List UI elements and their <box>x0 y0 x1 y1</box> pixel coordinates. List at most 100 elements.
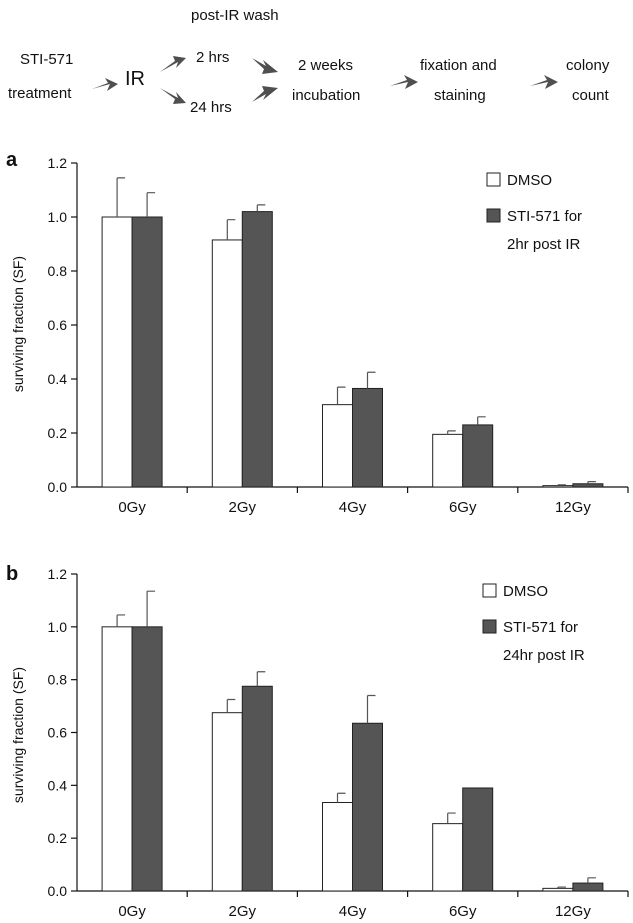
bar-dmso-0Gy <box>101 626 133 892</box>
bar-dmso-2Gy <box>211 712 243 892</box>
arrow-icon <box>160 88 186 104</box>
flow-step-incubation-line2: incubation <box>292 87 360 104</box>
x-tick-label: 0Gy <box>118 903 146 920</box>
error-bar-dmso-6Gy <box>447 430 456 435</box>
error-bar-dmso-4Gy <box>336 386 346 405</box>
flow-step-fixation-line2: staining <box>434 87 486 104</box>
bar-sti-0Gy <box>131 216 163 488</box>
x-tick-label: 4Gy <box>339 499 367 516</box>
legend-swatch-dmso <box>486 172 501 187</box>
flow-step-fixation-line1: fixation and <box>420 57 497 74</box>
error-bar-sti-4Gy <box>366 694 376 724</box>
legend-label: 24hr post IR <box>503 647 585 664</box>
y-tick-label: 0.6 <box>48 725 68 741</box>
error-bar-dmso-0Gy <box>116 614 126 627</box>
bar-sti-12Gy <box>572 483 604 488</box>
x-tick-label: 12Gy <box>555 903 591 920</box>
y-axis-label: surviving fraction (SF) <box>10 667 26 803</box>
error-bar-sti-12Gy <box>587 877 596 884</box>
error-bar-sti-2Gy <box>256 204 266 212</box>
bar-sti-6Gy <box>462 787 494 892</box>
x-tick-label: 6Gy <box>449 499 477 516</box>
legend-label: DMSO <box>503 583 548 600</box>
x-tick-label: 2Gy <box>229 903 257 920</box>
error-bar-dmso-2Gy <box>226 219 236 240</box>
x-tick-label: 4Gy <box>339 903 367 920</box>
panel-label-a: a <box>6 149 18 171</box>
bar-sti-12Gy <box>572 882 604 892</box>
y-tick-label: 0.0 <box>48 883 68 899</box>
legend-swatch-sti <box>486 208 501 223</box>
error-bar-sti-4Gy <box>366 371 376 389</box>
bar-sti-2Gy <box>241 211 273 488</box>
error-bar-sti-0Gy <box>146 590 156 627</box>
legend-label: STI-571 for <box>503 619 578 636</box>
arrow-icon <box>252 86 278 102</box>
arrow-icon <box>160 56 186 72</box>
y-tick-label: 1.0 <box>48 209 68 225</box>
bar-dmso-6Gy <box>432 823 464 892</box>
x-tick-label: 0Gy <box>118 499 146 516</box>
bar-dmso-4Gy <box>322 404 353 488</box>
y-tick-label: 0.8 <box>48 263 68 279</box>
bar-sti-6Gy <box>462 424 494 488</box>
error-bar-sti-2Gy <box>256 671 266 687</box>
legend-label: STI-571 for <box>507 208 582 225</box>
y-tick-label: 0.6 <box>48 317 68 333</box>
bar-dmso-0Gy <box>101 216 133 488</box>
arrow-icon <box>390 75 418 89</box>
y-tick-label: 0.8 <box>48 672 68 688</box>
chart-panel-a: a surviving fraction (SF) 0.0 0.2 0.4 0.6 0.… <box>6 149 629 516</box>
flow-branch-2hrs: 2 hrs <box>196 49 229 66</box>
error-bar-dmso-2Gy <box>226 698 236 713</box>
x-tick-label: 6Gy <box>449 903 477 920</box>
flow-branch-24hrs: 24 hrs <box>190 99 232 116</box>
x-tick-label: 2Gy <box>229 499 257 516</box>
y-tick-label: 0.4 <box>48 371 68 387</box>
y-tick-label: 0.2 <box>48 830 68 846</box>
flow-wash-label: post-IR wash <box>191 7 279 24</box>
legend-swatch-dmso <box>482 583 497 598</box>
bar-dmso-6Gy <box>432 433 464 488</box>
bar-dmso-12Gy <box>542 485 574 488</box>
x-tick-label: 12Gy <box>555 499 591 516</box>
flow-step-colony-line2: count <box>572 87 610 104</box>
arrow-icon <box>252 58 278 74</box>
bar-sti-2Gy <box>241 685 273 892</box>
legend-label: 2hr post IR <box>507 236 581 253</box>
y-axis-label: surviving fraction (SF) <box>10 256 26 392</box>
error-bar-dmso-12Gy <box>557 484 566 486</box>
error-bar-dmso-6Gy <box>447 812 456 824</box>
y-tick-label: 0.0 <box>48 479 68 495</box>
error-bar-sti-6Gy <box>477 416 486 425</box>
y-tick-label: 1.2 <box>48 566 68 582</box>
protocol-flow-diagram: post-IR wash STI-571 treatment IR 2 hrs … <box>8 7 610 116</box>
legend: DMSO STI-571 for 24hr post IR <box>482 583 585 664</box>
bar-dmso-2Gy <box>211 239 243 488</box>
error-bar-dmso-12Gy <box>557 886 566 889</box>
legend-label: DMSO <box>507 172 552 189</box>
y-tick-label: 1.2 <box>48 155 68 171</box>
y-tick-label: 0.2 <box>48 425 68 441</box>
bar-dmso-4Gy <box>322 802 353 892</box>
arrow-icon <box>92 78 118 91</box>
error-bar-dmso-4Gy <box>336 792 346 803</box>
arrow-icon <box>530 75 558 89</box>
flow-step-treatment-line1: STI-571 <box>20 51 73 68</box>
bar-sti-0Gy <box>131 626 163 892</box>
flow-step-ir: IR <box>125 68 145 90</box>
flow-step-incubation-line1: 2 weeks <box>298 57 353 74</box>
error-bar-sti-12Gy <box>587 481 596 484</box>
chart-panel-b: b surviving fraction (SF) 0.0 0.2 0.4 0.6 0.… <box>6 563 629 920</box>
error-bar-dmso-0Gy <box>116 177 126 217</box>
y-tick-label: 0.4 <box>48 777 68 793</box>
error-bar-sti-0Gy <box>146 192 156 217</box>
panel-label-b: b <box>6 563 18 585</box>
bar-sti-4Gy <box>352 387 383 488</box>
bar-sti-4Gy <box>352 722 383 892</box>
legend: DMSO STI-571 for 2hr post IR <box>486 172 582 253</box>
y-tick-label: 1.0 <box>48 619 68 635</box>
legend-swatch-sti <box>482 619 497 634</box>
bar-dmso-12Gy <box>542 887 574 892</box>
flow-step-colony-line1: colony <box>566 57 610 74</box>
